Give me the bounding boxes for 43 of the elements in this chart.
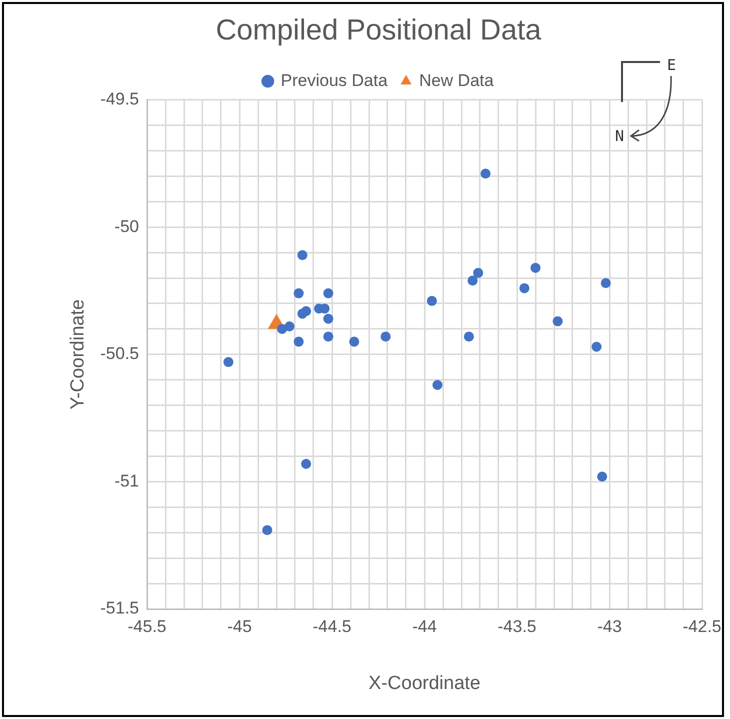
y-axis-title: Y-Coordinate — [68, 299, 89, 410]
x-tick-label: -43.5 — [498, 616, 536, 636]
y-tick-label: -50 — [114, 216, 139, 236]
point — [297, 250, 308, 260]
point — [349, 336, 360, 347]
point — [600, 278, 611, 288]
point — [323, 332, 334, 342]
point — [277, 324, 288, 334]
point — [426, 296, 437, 306]
x-tick-label: -42.5 — [682, 616, 722, 636]
legend-label: Previous Data — [280, 70, 388, 90]
x-tick-label: -45.5 — [128, 616, 166, 636]
point — [468, 276, 478, 286]
point — [294, 336, 304, 347]
point — [592, 342, 602, 352]
point — [323, 314, 334, 324]
y-tick-label: -51 — [114, 471, 139, 490]
x-tick-label: -44 — [412, 616, 437, 636]
annotation: N — [615, 127, 624, 145]
y-tick-label: -51.5 — [100, 598, 139, 618]
point — [323, 288, 334, 298]
y-tick-label: -50.5 — [100, 344, 139, 364]
point — [301, 458, 312, 469]
x-tick-label: -44.5 — [312, 616, 352, 636]
point — [380, 332, 391, 342]
chart-title: Compiled Positional Data — [216, 14, 542, 46]
point — [464, 332, 474, 342]
x-tick-label: -45 — [227, 616, 252, 636]
point — [597, 472, 608, 482]
point — [480, 168, 491, 179]
point — [519, 283, 530, 294]
point — [530, 262, 540, 273]
point — [223, 357, 234, 368]
point — [301, 306, 312, 316]
x-tick-label: -43 — [597, 616, 622, 636]
point — [262, 525, 272, 536]
point — [294, 288, 304, 298]
point — [432, 380, 442, 390]
y-tick-label: -49.5 — [100, 89, 139, 108]
point — [552, 316, 563, 326]
point — [473, 268, 484, 278]
legend-label: New Data — [419, 70, 494, 90]
x-axis-title: X-Coordinate — [368, 672, 480, 694]
